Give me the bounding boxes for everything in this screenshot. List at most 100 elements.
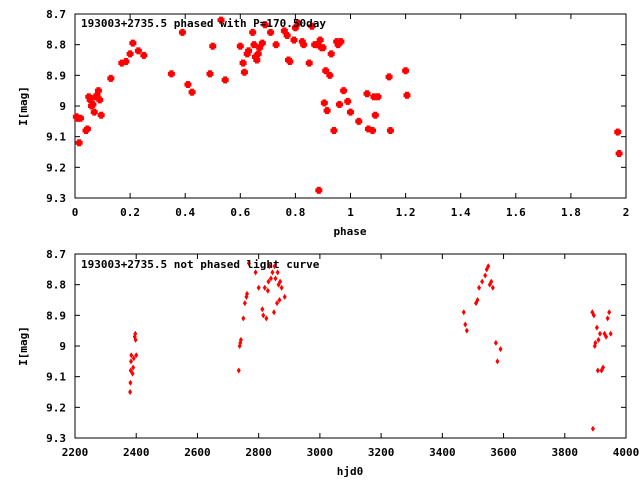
data-point <box>217 16 225 24</box>
axis-ticks: 2200 2400 2600 2800 3000 3200 3400 3600 3800 4000… <box>46 248 639 459</box>
data-point <box>615 150 623 158</box>
y-tick-label: 9.2 <box>46 401 66 414</box>
data-point <box>403 91 411 99</box>
data-point <box>264 315 269 322</box>
data-point <box>167 70 175 78</box>
x-tick-label: 0.6 <box>230 206 250 219</box>
data-point <box>605 315 610 322</box>
data-point <box>253 56 261 64</box>
plot-frame <box>74 13 627 199</box>
data-point <box>344 97 352 105</box>
data-point <box>273 275 278 282</box>
data-point <box>262 284 267 291</box>
data-point <box>209 42 217 50</box>
data-point <box>590 425 595 432</box>
data-point <box>323 107 331 115</box>
data-point <box>278 278 283 285</box>
data-point <box>128 379 133 386</box>
y-tick-label: 8.7 <box>46 8 66 21</box>
data-point <box>601 364 606 371</box>
data-point <box>86 96 94 104</box>
data-markers <box>72 16 623 194</box>
y-tick-label: 9 <box>59 100 66 113</box>
data-point <box>129 358 134 365</box>
data-point <box>242 300 247 307</box>
data-point <box>90 108 98 116</box>
x-tick-label: 3400 <box>429 446 456 459</box>
x-tick-label: 3600 <box>490 446 517 459</box>
data-point <box>272 263 277 270</box>
data-point <box>239 59 247 67</box>
data-point <box>607 309 612 316</box>
data-point <box>596 336 601 343</box>
data-point <box>236 367 241 374</box>
data-point <box>305 59 313 67</box>
data-point <box>246 260 251 267</box>
data-point <box>236 42 244 50</box>
data-point <box>129 39 137 47</box>
data-point <box>371 111 379 119</box>
data-point <box>131 355 136 362</box>
y-axis-label: I[mag] <box>17 326 30 366</box>
data-point <box>461 309 466 316</box>
x-tick-label: 2800 <box>245 446 272 459</box>
x-tick-label: 1.6 <box>506 206 526 219</box>
data-point <box>347 108 354 116</box>
data-point <box>126 50 134 58</box>
x-tick-label: 1.8 <box>561 206 581 219</box>
y-tick-label: 8.9 <box>46 69 66 82</box>
data-point <box>300 41 308 49</box>
data-point <box>291 24 299 32</box>
data-point <box>131 364 136 371</box>
data-point <box>261 312 266 319</box>
data-point <box>363 90 371 98</box>
data-point <box>270 269 275 276</box>
data-point <box>282 293 287 300</box>
x-tick-label: 0.4 <box>175 206 195 219</box>
data-point <box>340 87 348 95</box>
data-point <box>254 50 262 58</box>
y-tick-label: 9.3 <box>46 432 66 445</box>
chart-title: 193003+2735.5 not phased light curve <box>81 258 320 271</box>
data-point <box>133 330 138 337</box>
data-point <box>277 297 282 303</box>
y-tick-label: 8.9 <box>46 309 66 322</box>
data-point <box>97 111 105 119</box>
data-point <box>107 74 115 82</box>
y-tick-label: 8.7 <box>46 248 66 261</box>
data-point <box>334 41 342 49</box>
x-tick-label: 0 <box>72 206 79 219</box>
data-point <box>283 31 291 39</box>
y-tick-label: 9.2 <box>46 161 66 174</box>
data-point <box>593 339 598 346</box>
data-point <box>250 41 258 49</box>
data-point <box>128 389 133 395</box>
data-point <box>221 76 229 84</box>
data-point <box>402 67 410 75</box>
data-point <box>140 51 148 59</box>
data-point <box>265 287 270 294</box>
x-tick-label: 2 <box>623 206 630 219</box>
data-point <box>245 47 253 55</box>
data-point <box>77 114 85 122</box>
x-tick-label: 0.8 <box>285 206 305 219</box>
data-point <box>267 263 272 270</box>
data-point <box>130 370 135 377</box>
data-point <box>608 330 613 337</box>
data-point <box>184 81 192 89</box>
data-point <box>369 127 377 135</box>
data-point <box>308 22 316 30</box>
data-point <box>206 70 214 78</box>
data-point <box>604 333 609 340</box>
x-tick-label: 1 <box>347 206 354 219</box>
data-point <box>89 100 97 108</box>
data-point <box>275 269 280 276</box>
data-point <box>337 38 345 46</box>
data-point <box>272 41 280 49</box>
data-point <box>319 44 327 52</box>
x-tick-label: 3000 <box>307 446 334 459</box>
data-point <box>294 19 302 27</box>
y-tick-label: 9.3 <box>46 192 66 205</box>
axis-ticks: 0 0.2 0.4 0.6 0.8 1 1.2 1.4 1.6 1.8 2 8.7 8.8 8.9 9 9.1… <box>46 8 629 219</box>
